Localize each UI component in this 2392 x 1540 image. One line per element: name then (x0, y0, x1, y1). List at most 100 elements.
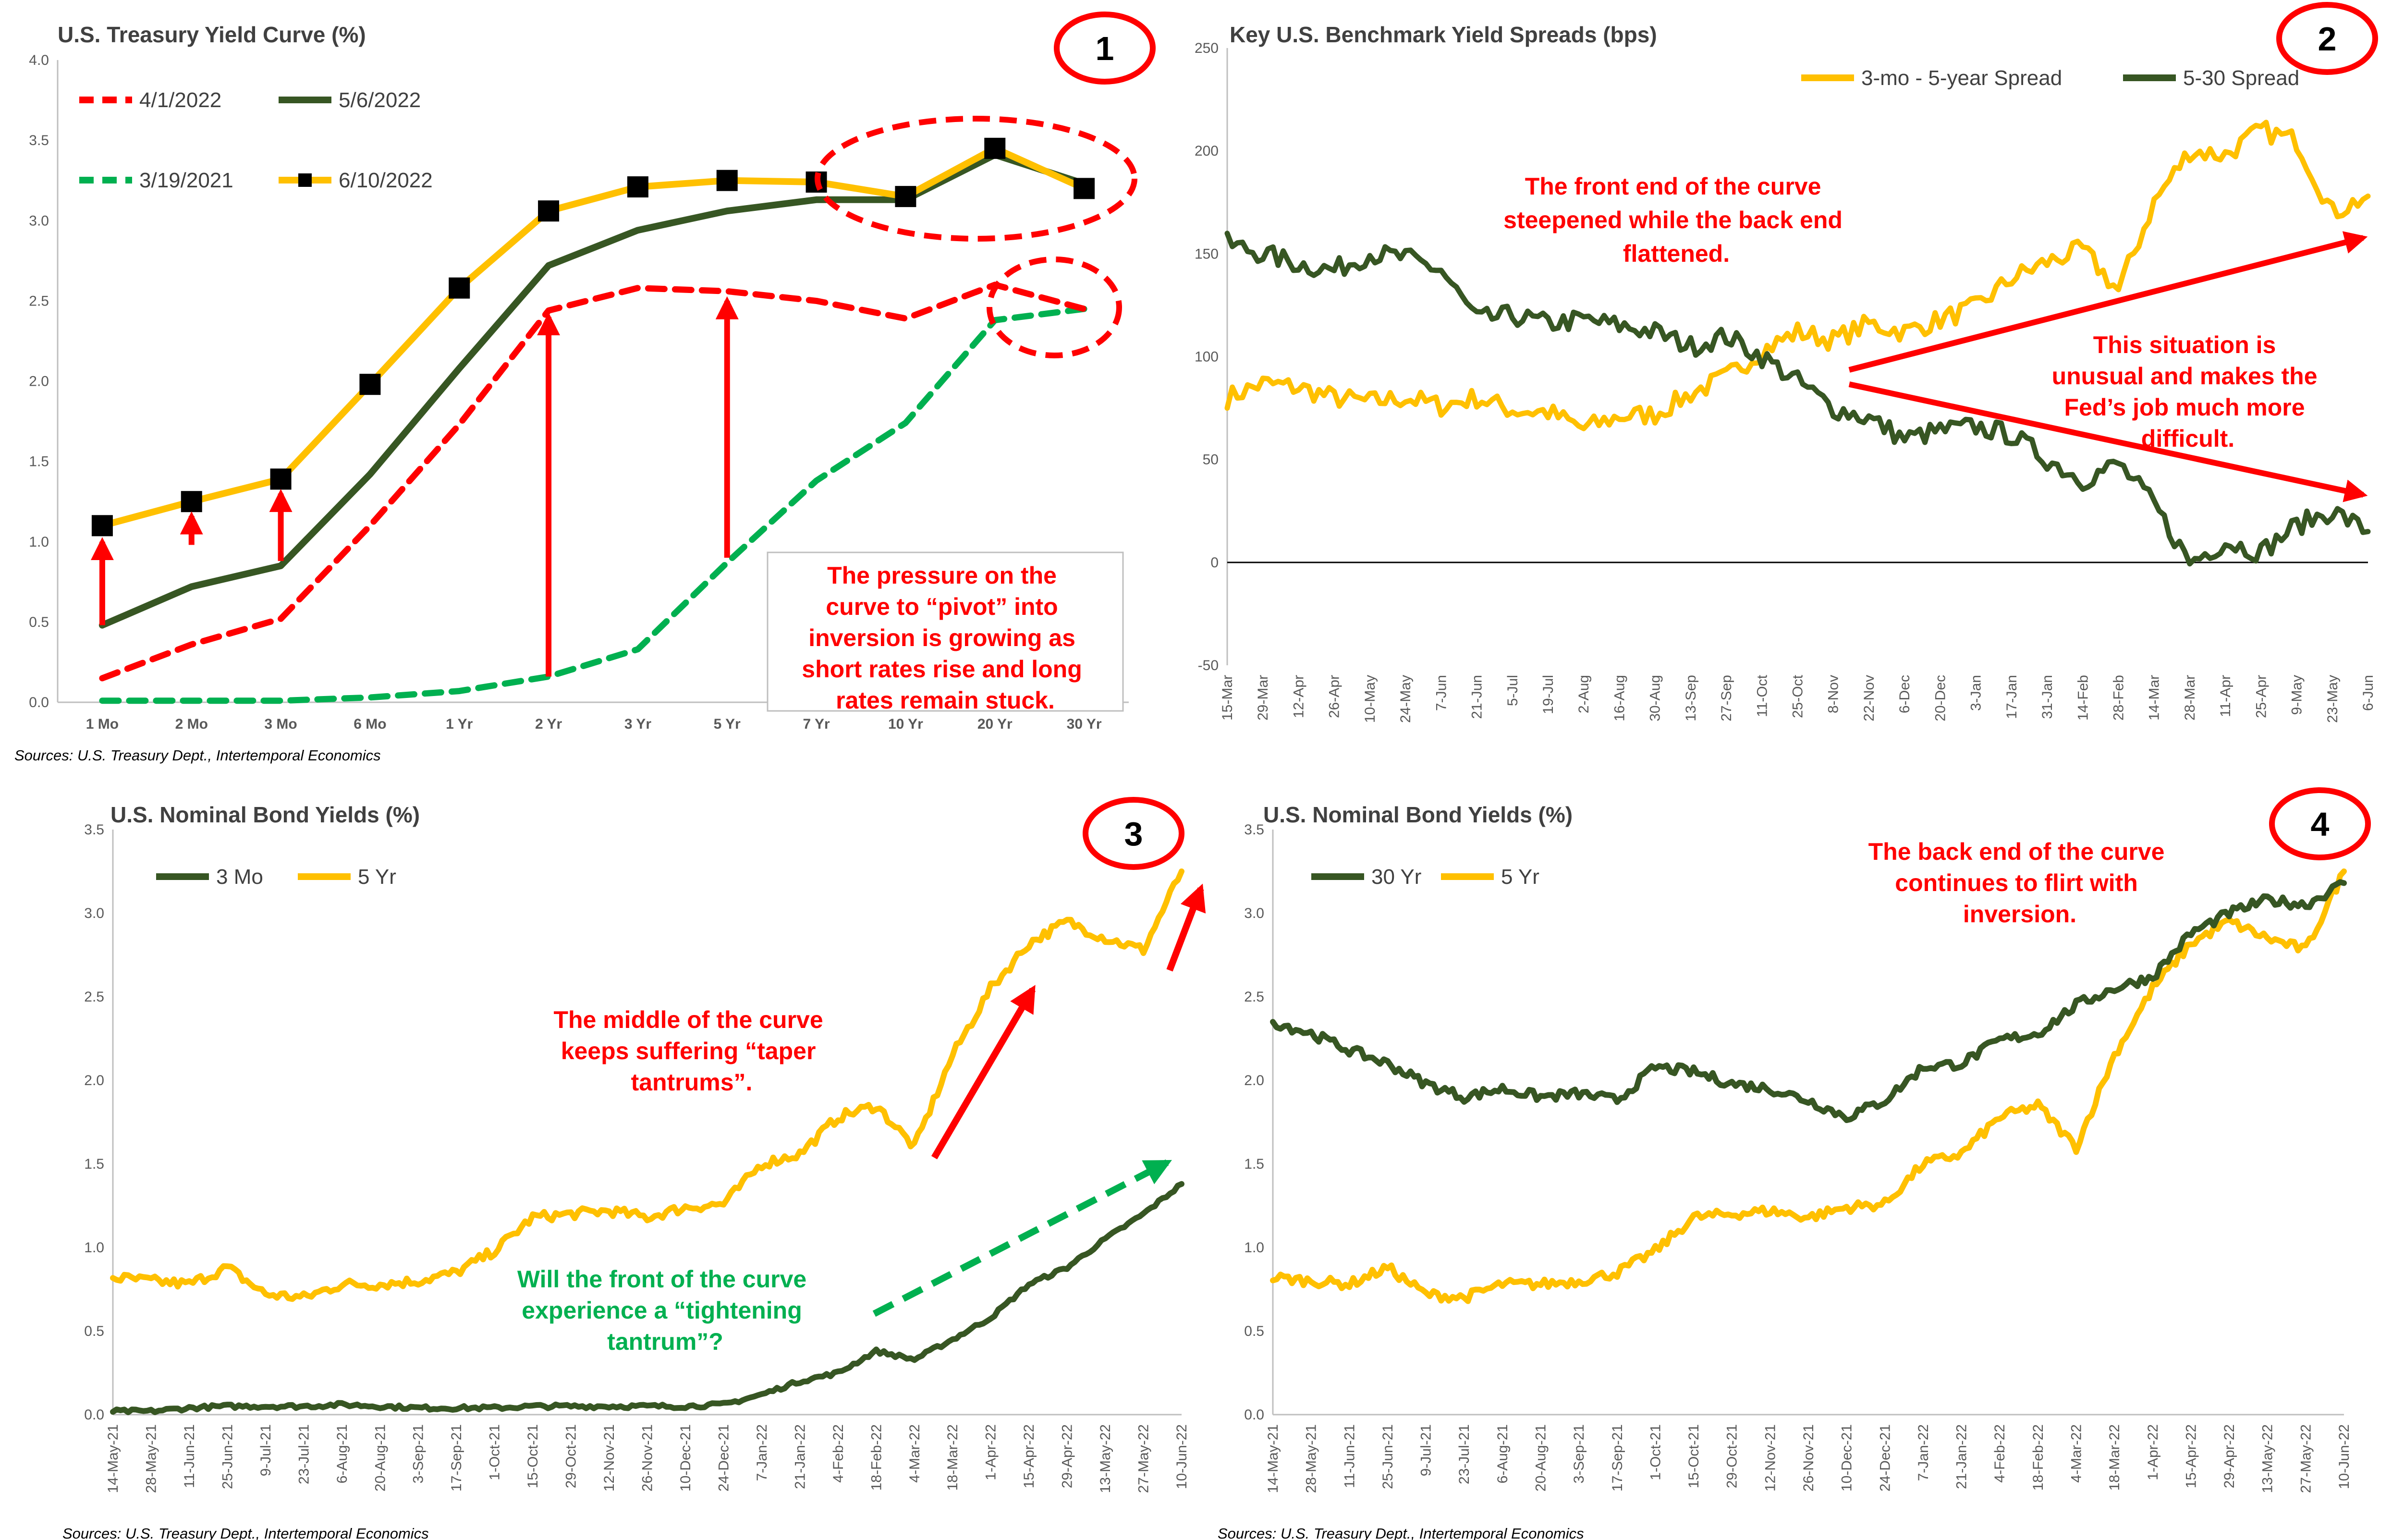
panel-2-spreads: Key U.S. Benchmark Yield Spreads (bps) -… (1195, 2, 2378, 723)
data-point-marker (359, 374, 381, 395)
x-tick-label: 27-May-22 (1136, 1424, 1152, 1493)
x-tick-label: 13-May-22 (2260, 1424, 2276, 1493)
panel-1-note-box (767, 551, 1124, 712)
data-point-marker (1074, 178, 1095, 199)
x-tick-label: 11-Jun-21 (1342, 1424, 1357, 1488)
x-tick-label: 24-Dec-21 (1877, 1424, 1893, 1491)
x-tick-label: 6 Mo (354, 716, 386, 732)
x-tick-label: 15-Oct-21 (1686, 1424, 1702, 1488)
x-tick-label: 20 Yr (977, 716, 1013, 732)
series-line-30-yr (1270, 879, 2347, 1123)
x-tick-label: 2 Yr (535, 716, 562, 732)
panel-1-title: U.S. Treasury Yield Curve (%) (58, 22, 366, 47)
y-tick-label: 0.5 (84, 1323, 104, 1339)
y-tick-label: 3.0 (1244, 905, 1264, 921)
y-tick-label: 250 (1195, 40, 1219, 56)
x-tick-label: 3-Jan (1968, 675, 1984, 711)
panel-3-arrow-middle (931, 985, 1036, 1160)
panel-4-axes: 0.0 0.5 1.0 1.5 2.0 2.5 3.0 3.5 14-May-21 28-May-… (1244, 822, 2352, 1493)
x-tick-label: 14-Feb (2075, 675, 2091, 721)
x-tick-label: 10 Yr (888, 716, 923, 732)
panel-4-badge-number: 4 (2311, 806, 2330, 843)
x-tick-label: 20-Dec (1932, 675, 1948, 721)
x-tick-label: 7-Jun (1433, 675, 1449, 711)
panel-2-arrow-up (1848, 231, 2368, 373)
y-tick-label: 3.5 (29, 133, 49, 148)
y-tick-label: 1.0 (1244, 1240, 1264, 1256)
x-tick-label: 10-May (1362, 675, 1378, 723)
x-tick-label: 30 Yr (1067, 716, 1102, 732)
y-tick-label: -50 (1198, 658, 1219, 673)
x-tick-label: 24-Dec-21 (716, 1424, 732, 1491)
x-tick-label: 3-Sep-21 (1571, 1424, 1587, 1483)
panel-4-title: U.S. Nominal Bond Yields (%) (1263, 802, 1573, 827)
x-tick-label: 9-Jul-21 (1418, 1424, 1434, 1476)
y-tick-label: 4.0 (29, 52, 49, 68)
x-tick-label: 23-May (2325, 675, 2341, 723)
x-tick-label: 6-Aug-21 (334, 1424, 350, 1483)
panel-1-marks (90, 137, 1095, 704)
legend-label: 5 Yr (1501, 865, 1539, 889)
panel-1-badge (1054, 12, 1156, 85)
panel-1-legend: 4/1/2022 5/6/2022 3/19/2021 6/10/2022 (79, 88, 433, 192)
x-tick-label: 25-Jun-21 (1380, 1424, 1396, 1489)
y-tick-label: 200 (1195, 143, 1219, 159)
x-tick-label: 27-May-22 (2298, 1424, 2314, 1493)
panel-2-axes: -50 0 50 100 150 200 250 15-Mar 29-Mar 12-Apr 26-A… (1195, 40, 2376, 723)
legend-label: 4/1/2022 (139, 88, 221, 112)
x-tick-label: 25-Apr (2253, 675, 2269, 718)
x-tick-label: 15-Apr-22 (1021, 1424, 1037, 1488)
x-tick-label: 14-May-21 (1265, 1424, 1281, 1493)
x-tick-label: 29-Apr-22 (2221, 1424, 2237, 1488)
panel-3-arrow-5yr (1166, 883, 1206, 972)
y-tick-label: 0.0 (29, 695, 49, 710)
panel-1-source: Sources: U.S. Treasury Dept., Intertempo… (14, 747, 381, 764)
x-tick-label: 4-Mar-22 (907, 1424, 923, 1483)
series-line-5-yr (1270, 868, 2347, 1304)
data-point-marker (895, 186, 916, 208)
x-tick-label: 1 Mo (86, 716, 119, 732)
x-tick-label: 3 Yr (624, 716, 651, 732)
panel-3-source: Sources: U.S. Treasury Dept., Intertempo… (62, 1525, 429, 1540)
panel-4-source: Sources: U.S. Treasury Dept., Intertempo… (1218, 1525, 1584, 1540)
y-tick-label: 3.0 (84, 905, 104, 921)
x-tick-label: 26-Nov-21 (1801, 1424, 1817, 1491)
panel-3-badge (1083, 797, 1184, 870)
panel-3-annotation-middle: The middle of the curve keeps suffering … (553, 1006, 830, 1096)
panel-3-3mo-5yr: U.S. Nominal Bond Yields (%) 0.0 0.5 1.0 1.… (62, 797, 1206, 1540)
x-tick-label: 7-Jan-22 (754, 1424, 770, 1481)
x-tick-label: 20-Aug-21 (1533, 1424, 1549, 1491)
x-tick-label: 6-Dec (1897, 675, 1913, 713)
y-tick-label: 2.0 (1244, 1073, 1264, 1088)
panel-1-highlight-ellipse-long-end (815, 116, 1137, 242)
y-tick-label: 2.0 (29, 374, 49, 390)
data-point-marker (984, 137, 1006, 159)
x-tick-label: 10-Jun-22 (1174, 1424, 1190, 1489)
x-tick-label: 9-May (2289, 675, 2305, 715)
legend-label: 30 Yr (1371, 865, 1421, 889)
x-tick-label: 3 Mo (264, 716, 297, 732)
panel-4-badge (2269, 787, 2371, 860)
x-tick-label: 19-Jul (1540, 675, 1556, 714)
x-tick-label: 1 Yr (446, 716, 473, 732)
x-tick-label: 29-Oct-21 (1724, 1424, 1740, 1488)
y-tick-label: 1.5 (1244, 1156, 1264, 1172)
x-tick-label: 21-Jan-22 (792, 1424, 808, 1489)
x-tick-label: 28-May-21 (143, 1424, 159, 1493)
x-tick-label: 22-Nov (1861, 675, 1877, 721)
panel-1-badge-number: 1 (1096, 30, 1114, 67)
legend-label: 3 Mo (216, 865, 263, 889)
panel-4-annotation: The back end of the curve continues to f… (1868, 838, 2172, 928)
y-tick-label: 2.5 (1244, 989, 1264, 1005)
x-tick-label: 2-Aug (1576, 675, 1592, 713)
x-tick-label: 9-Jul-21 (258, 1424, 274, 1476)
x-tick-label: 18-Feb-22 (868, 1424, 884, 1491)
series-line-4-1-2022 (99, 281, 1087, 682)
y-tick-label: 50 (1203, 452, 1219, 468)
x-tick-label: 1-Oct-21 (487, 1424, 503, 1480)
x-tick-label: 14-Mar (2147, 675, 2162, 721)
x-tick-label: 13-May-22 (1098, 1424, 1113, 1493)
panel-4-marks (1270, 868, 2347, 1304)
y-tick-label: 0.0 (84, 1407, 104, 1423)
x-tick-label: 10-Dec-21 (1839, 1424, 1855, 1491)
